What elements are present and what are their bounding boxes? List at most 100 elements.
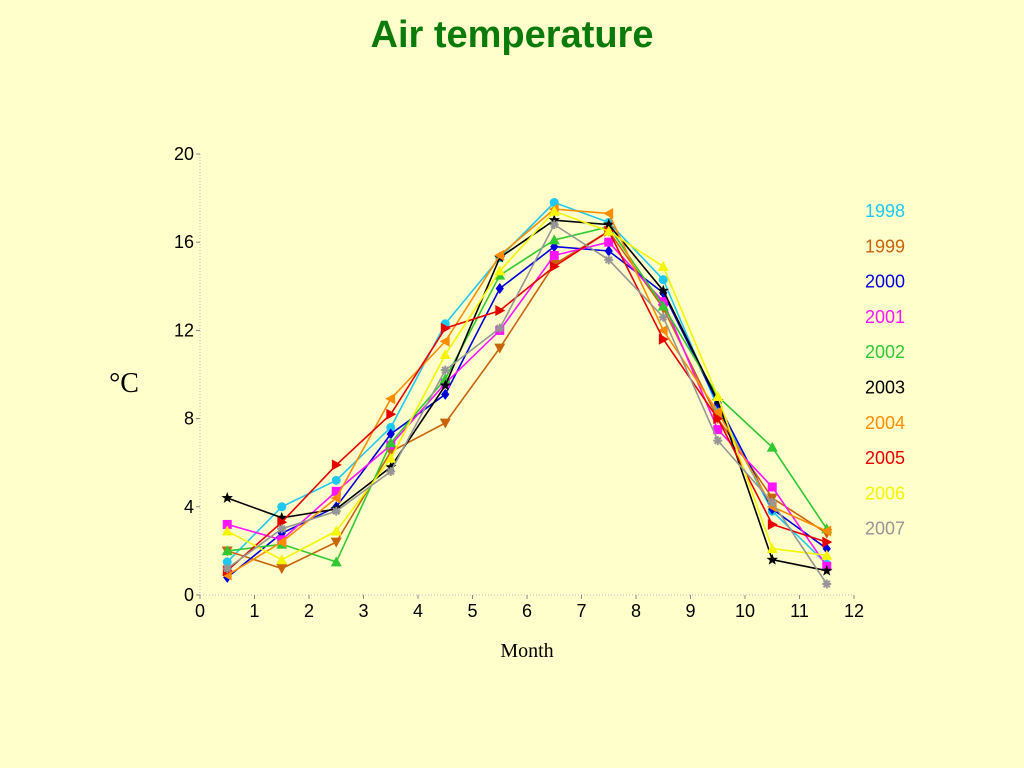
data-point-2007 xyxy=(822,579,832,589)
legend-entry-1998: 1998 xyxy=(865,201,905,221)
series-2005 xyxy=(222,225,833,577)
y-tick-label: 16 xyxy=(174,232,194,252)
data-point-1999 xyxy=(276,564,288,575)
data-point-2003 xyxy=(439,379,451,391)
data-point-2002 xyxy=(766,441,778,452)
legend-entry-2001: 2001 xyxy=(865,307,905,327)
data-point-2003 xyxy=(385,461,397,472)
data-point-2003 xyxy=(221,491,233,503)
data-point-1998 xyxy=(658,275,668,285)
data-point-2007 xyxy=(386,467,396,477)
series-line-1999 xyxy=(227,230,828,570)
data-point-2004 xyxy=(603,208,614,220)
data-point-2006 xyxy=(276,554,288,565)
x-tick-label: 5 xyxy=(467,601,477,621)
data-point-1999 xyxy=(330,537,342,548)
y-axis-title: °C xyxy=(109,368,139,399)
data-point-2006 xyxy=(712,391,724,401)
data-point-2004 xyxy=(494,249,505,261)
series-line-2004 xyxy=(226,208,828,576)
series-line-2000 xyxy=(226,245,828,579)
data-point-2002 xyxy=(385,437,397,448)
x-tick-label: 4 xyxy=(413,601,423,621)
legend-entry-2005: 2005 xyxy=(865,448,905,468)
series-line-1998 xyxy=(226,201,828,565)
x-tick-label: 9 xyxy=(685,601,695,621)
data-point-2007 xyxy=(331,506,341,516)
series-line-2005 xyxy=(226,230,828,572)
series-layer xyxy=(221,198,833,589)
legend-entry-2004: 2004 xyxy=(865,413,905,433)
data-point-2005 xyxy=(495,305,506,317)
x-tick-label: 10 xyxy=(735,601,755,621)
data-point-2002 xyxy=(330,556,342,567)
data-point-2007 xyxy=(549,220,559,230)
data-point-1998 xyxy=(331,475,341,485)
data-point-2007 xyxy=(767,497,777,507)
data-point-2005 xyxy=(713,413,724,425)
series-2006 xyxy=(221,205,833,565)
x-tick-label: 8 xyxy=(631,601,641,621)
y-tick-label: 0 xyxy=(184,585,194,605)
data-point-2007 xyxy=(604,255,614,265)
y-tick-label: 20 xyxy=(174,144,194,164)
data-point-2006 xyxy=(603,225,615,236)
page-title: Air temperature xyxy=(370,14,654,56)
data-point-2001 xyxy=(331,486,341,496)
x-tick-label: 2 xyxy=(304,601,314,621)
series-2002 xyxy=(221,221,833,567)
x-tick-label: 11 xyxy=(790,601,809,621)
legend: 1998 1999 2000 2001 2002 2003 2004 2005 2006 2007 xyxy=(865,201,905,539)
y-tick-label: 8 xyxy=(184,409,194,429)
data-point-2006 xyxy=(221,525,233,536)
x-tick-label: 0 xyxy=(195,601,205,621)
data-point-2001 xyxy=(767,482,777,492)
data-point-2006 xyxy=(548,205,560,216)
series-2004 xyxy=(221,203,832,581)
data-point-2006 xyxy=(439,349,451,360)
data-point-2001 xyxy=(713,425,723,435)
x-tick-label: 3 xyxy=(358,601,368,621)
data-point-2006 xyxy=(494,265,506,276)
data-point-2004 xyxy=(821,525,832,537)
data-point-2006 xyxy=(657,260,669,271)
legend-entry-2006: 2006 xyxy=(865,483,905,503)
data-point-1998 xyxy=(386,422,396,432)
x-tick-label: 6 xyxy=(522,601,532,621)
data-point-2005 xyxy=(277,516,288,528)
data-point-2007 xyxy=(658,312,668,322)
data-point-2003 xyxy=(657,284,669,296)
legend-entry-1999: 1999 xyxy=(865,236,905,256)
data-point-2004 xyxy=(712,406,723,418)
data-point-2003 xyxy=(603,218,615,230)
data-point-2006 xyxy=(821,549,833,560)
data-point-2005 xyxy=(822,536,833,548)
y-tick-label: 4 xyxy=(184,497,194,517)
series-1999 xyxy=(221,226,833,575)
data-point-2005 xyxy=(440,322,451,334)
data-point-2001 xyxy=(222,519,232,529)
data-point-2003 xyxy=(821,564,833,576)
data-point-1999 xyxy=(494,343,506,354)
data-point-2006 xyxy=(385,452,397,463)
legend-entry-2000: 2000 xyxy=(865,272,905,292)
data-point-2002 xyxy=(221,545,233,556)
data-point-2006 xyxy=(766,543,778,554)
data-point-1998 xyxy=(277,502,287,512)
data-point-2000 xyxy=(604,245,613,257)
data-point-1999 xyxy=(439,418,451,429)
data-point-2007 xyxy=(495,323,505,333)
data-point-2000 xyxy=(495,283,504,295)
data-point-2005 xyxy=(549,260,560,272)
data-point-2003 xyxy=(548,214,560,225)
data-point-2007 xyxy=(222,564,232,574)
data-point-2002 xyxy=(657,300,669,311)
data-point-2007 xyxy=(277,524,287,534)
data-point-1998 xyxy=(549,198,559,208)
legend-entry-2002: 2002 xyxy=(865,342,905,362)
data-point-2005 xyxy=(386,408,397,420)
data-point-2006 xyxy=(330,525,342,536)
x-axis-title: Month xyxy=(500,640,553,662)
